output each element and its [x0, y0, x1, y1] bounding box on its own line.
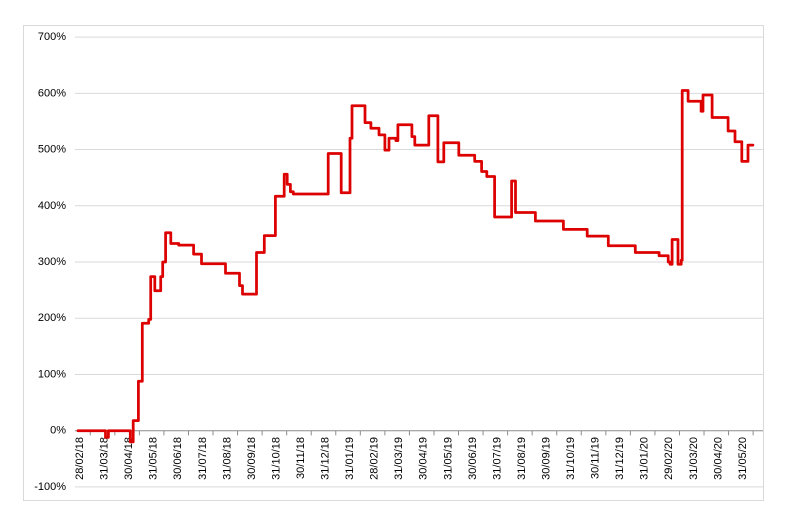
- x-axis-label: 31/12/19: [614, 437, 626, 480]
- x-axis-label: 31/07/18: [197, 437, 209, 480]
- x-axis-label: 29/02/20: [663, 437, 675, 480]
- x-axis-label: 30/09/18: [246, 437, 258, 480]
- x-axis-label: 30/04/20: [712, 437, 724, 480]
- y-axis-label: 600%: [38, 87, 66, 99]
- x-axis-label: 31/05/20: [737, 437, 749, 480]
- x-axis-label: 30/04/19: [418, 437, 430, 480]
- x-axis-label: 30/09/19: [540, 437, 552, 480]
- x-axis-label: 31/03/18: [99, 437, 111, 480]
- y-axis-label: -100%: [34, 481, 66, 493]
- x-axis-label: 31/05/18: [148, 437, 160, 480]
- y-axis-label: 300%: [38, 256, 66, 268]
- x-axis-label: 31/01/19: [344, 437, 356, 480]
- y-axis-label: 200%: [38, 312, 66, 324]
- x-axis-label: 30/11/18: [295, 437, 307, 479]
- x-axis-label: 31/12/18: [320, 437, 332, 480]
- y-axis-label: 0%: [50, 425, 66, 437]
- chart-frame: [23, 25, 764, 501]
- x-axis-label: 31/08/18: [221, 437, 233, 480]
- x-axis-label: 30/06/18: [172, 437, 184, 480]
- x-axis-label: 31/03/19: [393, 437, 405, 480]
- x-axis-label: 31/08/19: [516, 437, 528, 480]
- x-axis-label: 30/04/18: [123, 437, 135, 480]
- y-axis-label: 700%: [38, 31, 66, 43]
- x-axis-label: 31/01/20: [639, 437, 651, 480]
- x-axis-label: 31/10/18: [270, 437, 282, 480]
- x-axis-label: 30/06/19: [467, 437, 479, 480]
- series-line: [76, 89, 755, 444]
- x-axis-label: 31/07/19: [491, 437, 503, 480]
- y-axis-label: 400%: [38, 200, 66, 212]
- x-axis-label: 31/10/19: [565, 437, 577, 480]
- x-axis-label: 30/11/19: [590, 437, 602, 479]
- y-axis-label: 500%: [38, 144, 66, 156]
- y-axis-label: 100%: [38, 368, 66, 380]
- x-axis-label: 31/03/20: [688, 437, 700, 480]
- x-axis-label: 28/02/19: [369, 437, 381, 480]
- x-axis-label: 31/05/19: [442, 437, 454, 480]
- x-axis-label: 28/02/18: [74, 437, 86, 480]
